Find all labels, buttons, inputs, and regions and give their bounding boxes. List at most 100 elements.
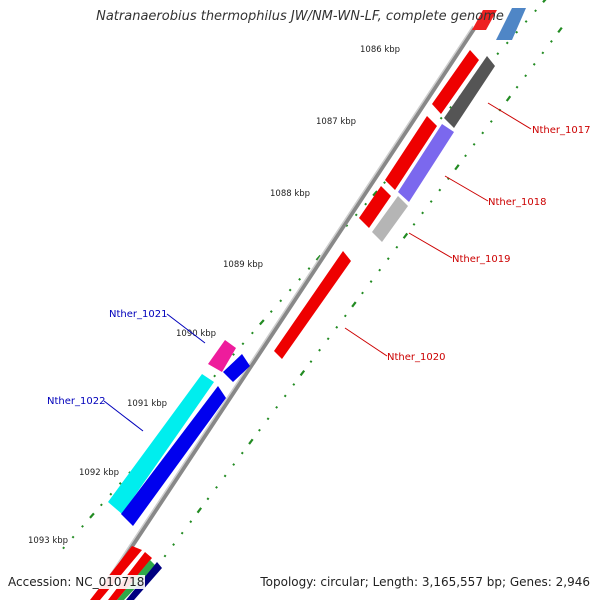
inner-tick [292, 383, 296, 386]
callout-line-nther-1017 [487, 102, 532, 130]
gene-label-nther-1021[interactable]: Nther_1021 [109, 309, 167, 320]
inner-tick [402, 232, 409, 239]
inner-tick [223, 474, 227, 478]
gene-label-nther-1017[interactable]: Nther_1017 [532, 125, 590, 136]
outer-tick [250, 331, 254, 335]
gene-nther-1019-light-gray[interactable] [372, 196, 408, 242]
outer-tick [307, 267, 311, 270]
callout-line-nther-1021 [166, 313, 206, 344]
outer-tick [383, 181, 386, 185]
inner-tick [196, 507, 203, 514]
outer-tick [109, 492, 113, 496]
outer-tick [354, 213, 358, 217]
inner-tick [266, 417, 270, 421]
outer-tick [62, 546, 66, 550]
gene-nther-1021-magenta[interactable] [208, 340, 236, 372]
inner-tick [541, 51, 545, 55]
outer-tick [315, 254, 322, 261]
inner-tick [386, 257, 390, 261]
tick-label-1092: 1092 kbp [79, 468, 119, 478]
gene-label-nther-1022[interactable]: Nther_1022 [47, 396, 105, 407]
gene-nther-1018-purple[interactable] [398, 124, 454, 202]
outer-tick [89, 512, 95, 519]
tick-label-1086: 1086 kbp [360, 45, 400, 55]
outer-tick [515, 30, 519, 34]
inner-tick [472, 142, 476, 146]
outer-tick [232, 353, 235, 356]
gene-label-nther-1018[interactable]: Nther_1018 [488, 197, 546, 208]
genome-title: Natranaerobius thermophilus JW/NM-WN-LF,… [96, 9, 504, 24]
outer-tick [345, 224, 349, 228]
inner-tick [206, 497, 210, 501]
callout-line-nther-1022 [103, 400, 144, 432]
tick-label-1088: 1088 kbp [270, 189, 310, 199]
tick-label-1089: 1089 kbp [223, 260, 263, 270]
callout-line-nther-1020 [344, 327, 388, 357]
outer-tick [81, 524, 84, 528]
inner-tick [172, 543, 175, 546]
outer-tick [542, 0, 547, 3]
gene-block-red-2[interactable] [385, 116, 437, 190]
genome-backbone-highlight [94, 25, 474, 599]
inner-tick [481, 131, 485, 135]
outer-tick [118, 482, 122, 485]
inner-tick [429, 200, 433, 203]
gene-block-red-1[interactable] [432, 50, 479, 114]
outer-tick [269, 310, 273, 313]
gene-label-nther-1020[interactable]: Nther_1020 [387, 352, 445, 363]
outer-tick [534, 9, 537, 13]
inner-tick [369, 280, 373, 283]
inner-tick [215, 485, 218, 489]
inner-tick [232, 463, 236, 466]
gene-label-nther-1019[interactable]: Nther_1019 [452, 254, 510, 265]
gene-block-red-top[interactable] [472, 10, 497, 30]
genome-backbone [93, 26, 477, 602]
outer-tick [99, 503, 103, 507]
gene-block-dark-gray[interactable] [444, 56, 495, 128]
inner-tick [326, 337, 330, 341]
inner-tick [557, 26, 563, 34]
inner-tick [412, 222, 416, 226]
outer-tick [372, 190, 378, 197]
inner-tick [438, 188, 442, 192]
inner-tick [489, 120, 493, 123]
gene-nther-1022-cyan[interactable] [108, 374, 214, 514]
inner-tick [395, 245, 399, 249]
inner-tick [299, 369, 306, 377]
inner-tick [454, 164, 460, 171]
outer-tick [298, 277, 302, 281]
accession-label: Accession: NC_010718 [7, 575, 146, 589]
gene-nther-1020-red[interactable] [274, 251, 351, 359]
gene-block-blue-small[interactable] [223, 354, 250, 382]
callout-line-nther-1019 [408, 232, 453, 259]
outer-tick [505, 41, 509, 45]
inner-tick [258, 428, 261, 432]
outer-tick [496, 52, 500, 56]
outer-tick [259, 319, 265, 326]
inner-tick [309, 360, 313, 364]
inner-tick [524, 74, 528, 78]
outer-tick [524, 20, 528, 23]
tick-label-1091: 1091 kbp [127, 399, 167, 409]
inner-tick-track [163, 26, 563, 558]
outer-tick [279, 299, 283, 303]
inner-tick [550, 40, 553, 43]
outer-tick [288, 288, 292, 292]
inner-tick [318, 348, 321, 352]
inner-tick [189, 520, 193, 524]
gene-block-steel-blue-top[interactable] [496, 8, 526, 40]
inner-tick [421, 211, 425, 215]
inner-tick [351, 301, 357, 308]
inner-tick [248, 438, 254, 445]
gene-block-red-3[interactable] [359, 186, 391, 228]
callout-line-nther-1018 [444, 175, 489, 202]
gene-block-blue-long[interactable] [121, 386, 226, 526]
genome-summary: Topology: circular; Length: 3,165,557 bp… [259, 575, 591, 589]
inner-tick [283, 394, 287, 398]
outer-tick [449, 106, 453, 109]
inner-tick [515, 85, 519, 89]
inner-tick [532, 62, 536, 66]
inner-tick [464, 154, 467, 158]
inner-tick [180, 531, 184, 535]
